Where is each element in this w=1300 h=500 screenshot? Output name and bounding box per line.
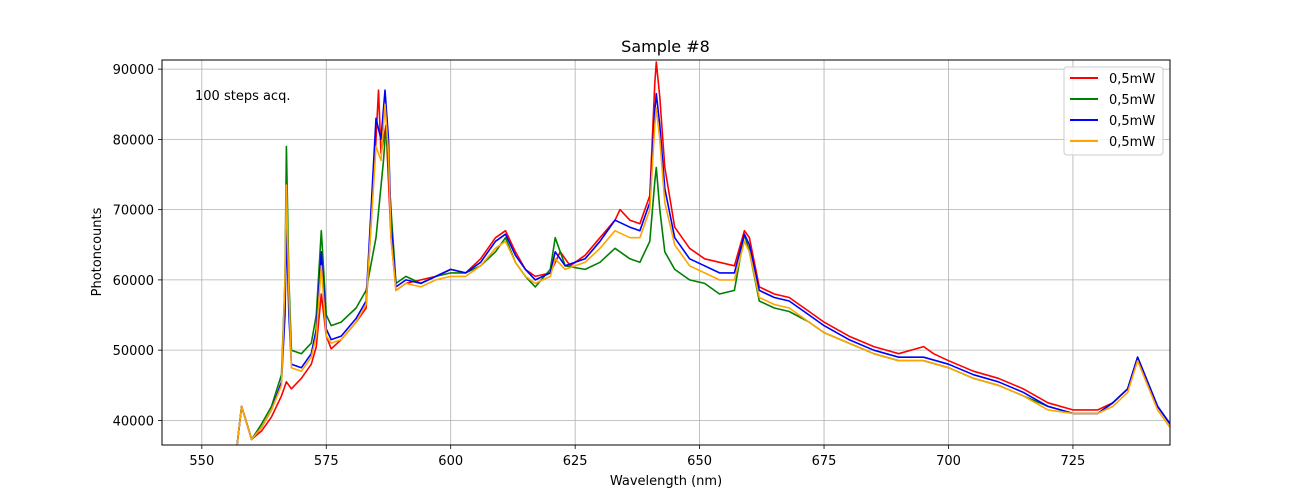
legend-label: 0,5mW [1109,114,1155,129]
x-tick-label: 650 [687,454,712,469]
legend: 0,5mW 0,5mW 0,5mW 0,5mW [1063,66,1164,156]
annotation-text: 100 steps acq. [195,89,290,104]
y-tick-label: 80000 [113,133,154,148]
series-line-3 [236,103,1170,445]
x-tick-label: 625 [563,454,588,469]
series-layer [236,61,1170,445]
y-tick-label: 50000 [113,344,154,359]
y-axis-title: Photoncounts [90,207,105,296]
x-tick-label: 550 [189,454,214,469]
y-tick-label: 40000 [113,414,154,429]
legend-box [1063,66,1164,156]
x-tick-label: 600 [438,454,463,469]
y-tick-label: 60000 [113,274,154,289]
x-tick-label: 575 [314,454,339,469]
ticks: 550 575 600 625 650 675 700 725 40000 50000 60000 7… [113,63,1086,469]
x-axis-title: Wavelength (nm) [610,474,722,489]
x-tick-label: 675 [812,454,837,469]
legend-label: 0,5mW [1109,93,1155,108]
y-tick-label: 70000 [113,204,154,219]
series-line-2 [236,89,1170,445]
x-tick-label: 725 [1061,454,1086,469]
x-tick-label: 700 [936,454,961,469]
legend-label: 0,5mW [1109,135,1155,150]
grid [162,60,1170,445]
y-tick-label: 90000 [113,63,154,78]
plot-frame [161,59,1171,446]
legend-label: 0,5mW [1109,72,1155,87]
chart-title: Sample #8 [621,37,710,56]
